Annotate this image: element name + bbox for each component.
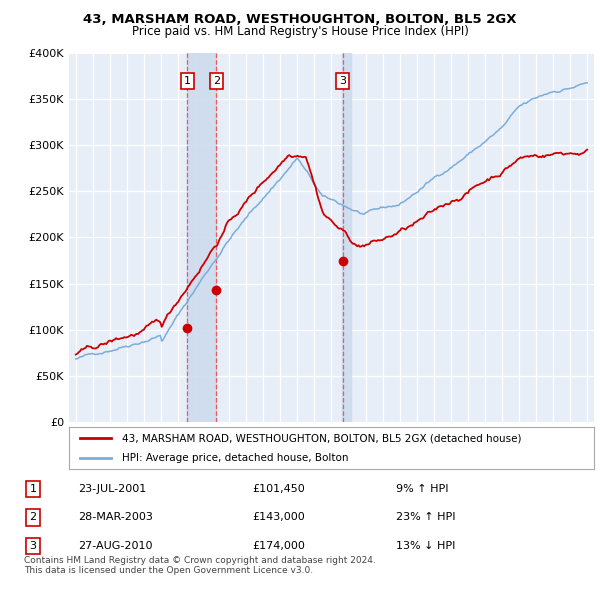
- Text: 3: 3: [339, 76, 346, 86]
- Text: 43, MARSHAM ROAD, WESTHOUGHTON, BOLTON, BL5 2GX: 43, MARSHAM ROAD, WESTHOUGHTON, BOLTON, …: [83, 13, 517, 26]
- Text: 2: 2: [29, 513, 37, 522]
- Text: £174,000: £174,000: [252, 541, 305, 550]
- Text: 3: 3: [29, 541, 37, 550]
- Text: 9% ↑ HPI: 9% ↑ HPI: [396, 484, 449, 494]
- Text: 1: 1: [184, 76, 191, 86]
- Text: 28-MAR-2003: 28-MAR-2003: [78, 513, 153, 522]
- Text: 27-AUG-2010: 27-AUG-2010: [78, 541, 152, 550]
- Text: 13% ↓ HPI: 13% ↓ HPI: [396, 541, 455, 550]
- Text: £101,450: £101,450: [252, 484, 305, 494]
- Text: 23% ↑ HPI: 23% ↑ HPI: [396, 513, 455, 522]
- Text: 2: 2: [213, 76, 220, 86]
- Text: Contains HM Land Registry data © Crown copyright and database right 2024.
This d: Contains HM Land Registry data © Crown c…: [24, 556, 376, 575]
- Bar: [342, 53, 351, 422]
- Text: £143,000: £143,000: [252, 513, 305, 522]
- Bar: [187, 53, 216, 422]
- Text: 23-JUL-2001: 23-JUL-2001: [78, 484, 146, 494]
- Text: Price paid vs. HM Land Registry's House Price Index (HPI): Price paid vs. HM Land Registry's House …: [131, 25, 469, 38]
- Text: 1: 1: [29, 484, 37, 494]
- Text: HPI: Average price, detached house, Bolton: HPI: Average price, detached house, Bolt…: [121, 453, 348, 463]
- Text: 43, MARSHAM ROAD, WESTHOUGHTON, BOLTON, BL5 2GX (detached house): 43, MARSHAM ROAD, WESTHOUGHTON, BOLTON, …: [121, 433, 521, 443]
